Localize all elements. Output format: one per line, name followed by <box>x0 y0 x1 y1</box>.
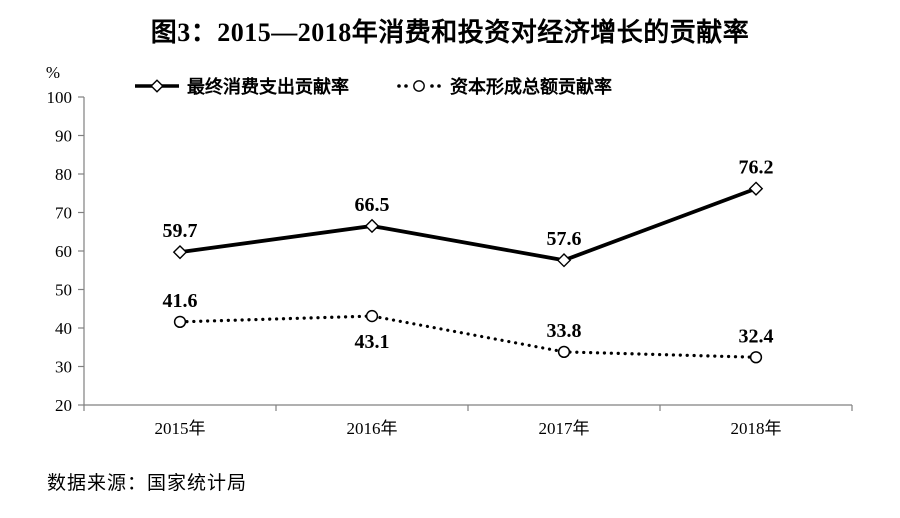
x-tick-label: 2018年 <box>731 419 782 438</box>
series-line-1 <box>178 314 758 359</box>
data-point-marker <box>557 345 571 359</box>
legend-item-final-consumption: 最终消费支出贡献率 <box>134 73 349 99</box>
data-point-marker <box>365 309 379 323</box>
y-tick-label: 40 <box>55 319 72 338</box>
x-tick-label: 2017年 <box>539 419 590 438</box>
legend: 最终消费支出贡献率 资本形成总额贡献率 <box>134 73 612 99</box>
y-tick-label: 90 <box>55 127 72 146</box>
data-point-marker <box>748 181 764 196</box>
y-tick-label: 50 <box>55 281 72 300</box>
y-tick-label: 60 <box>55 242 72 261</box>
data-point-marker <box>172 244 188 260</box>
data-point-label: 33.8 <box>547 320 582 342</box>
y-axis-unit-label: % <box>46 63 60 82</box>
chart-title: 图3：2015—2018年消费和投资对经济增长的贡献率 <box>150 18 750 47</box>
data-point-label: 32.4 <box>739 325 774 347</box>
solid-line-diamond-marker-icon <box>135 79 179 93</box>
data-point-label: 66.5 <box>355 194 390 216</box>
data-point-label: 57.6 <box>547 228 582 250</box>
data-source: 数据来源：国家统计局 <box>47 473 248 494</box>
legend-item-capital-formation: 资本形成总额贡献率 <box>395 73 612 99</box>
legend-label-final-consumption: 最终消费支出贡献率 <box>187 77 349 97</box>
legend-label-capital-formation: 资本形成总额贡献率 <box>450 77 612 97</box>
dotted-line-circle-marker-icon <box>397 80 441 92</box>
data-point-label: 43.1 <box>355 331 390 353</box>
x-tick-label: 2016年 <box>347 419 398 438</box>
y-tick-label: 80 <box>55 165 72 184</box>
y-tick-label: 100 <box>47 88 73 107</box>
data-point-label: 59.7 <box>163 220 198 242</box>
data-point-marker <box>556 253 572 268</box>
y-tick-label: 20 <box>55 396 72 415</box>
data-point-label: 76.2 <box>739 157 774 179</box>
chart-canvas: 20 30 40 50 60 70 80 90 100% 2015年 2016年 2017年 2018年… <box>46 63 853 438</box>
y-tick-label: 70 <box>55 204 72 223</box>
data-point-marker <box>749 351 763 364</box>
data-point-label: 41.6 <box>163 290 198 312</box>
y-tick-label: 30 <box>55 358 72 377</box>
data-point-marker <box>173 315 187 328</box>
data-point-marker <box>364 218 380 234</box>
series-line-0 <box>179 186 757 263</box>
x-tick-label: 2015年 <box>155 419 206 438</box>
